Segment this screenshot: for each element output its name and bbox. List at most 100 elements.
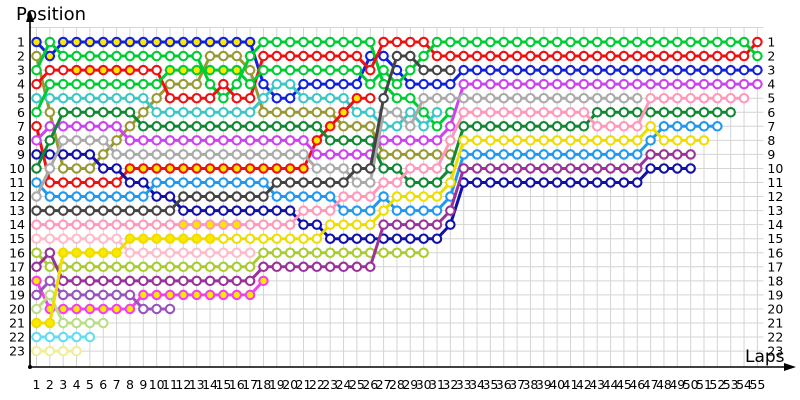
series-car-red-start4 (31, 36, 763, 104)
lap-marker (458, 92, 469, 104)
lap-marker (244, 135, 256, 146)
lap-marker (672, 163, 683, 174)
lap-marker (725, 92, 736, 104)
lap-marker (431, 233, 443, 244)
lap-marker (324, 163, 336, 174)
lap-marker (258, 191, 269, 202)
lap-marker (231, 92, 243, 104)
lap-marker (111, 64, 122, 76)
x-tick: 33 (456, 377, 472, 392)
lap-marker (124, 135, 136, 146)
lap-marker (418, 247, 429, 259)
lap-marker (298, 177, 309, 188)
lap-marker (271, 92, 283, 104)
lap-marker (31, 331, 42, 343)
lap-marker (391, 247, 403, 259)
y-tick-right: 6 (767, 105, 775, 120)
lap-marker (258, 163, 269, 174)
lap-marker (311, 177, 323, 188)
lap-marker (124, 64, 136, 76)
lap-marker (324, 205, 336, 216)
lap-marker (178, 261, 189, 273)
lap-marker (578, 149, 590, 160)
lap-marker (431, 36, 443, 48)
lap-marker (98, 303, 109, 315)
lap-marker (98, 247, 109, 259)
lap-marker (618, 177, 630, 188)
lap-marker (151, 121, 162, 132)
lap-marker (84, 303, 96, 315)
lap-marker (752, 50, 763, 62)
lap-marker (498, 149, 509, 160)
lap-marker (511, 78, 523, 90)
lap-marker (44, 205, 56, 216)
lap-marker (111, 163, 122, 174)
lap-marker (138, 64, 149, 76)
lap-marker (338, 50, 349, 62)
y-tick-left: 17 (9, 259, 25, 274)
lap-marker (124, 247, 136, 259)
lap-marker (178, 191, 189, 202)
lap-marker (511, 36, 523, 48)
lap-marker (244, 289, 256, 301)
lap-marker (178, 247, 189, 259)
lap-marker (338, 191, 349, 202)
lap-marker (511, 177, 523, 188)
lap-marker (164, 205, 176, 216)
lap-marker (324, 219, 336, 230)
lap-marker (284, 107, 296, 118)
lap-marker (551, 36, 563, 48)
lap-marker (84, 121, 96, 132)
lap-marker (405, 135, 416, 146)
lap-marker (284, 163, 296, 174)
lap-marker (511, 163, 523, 174)
lap-marker (338, 261, 349, 273)
lap-marker (698, 36, 710, 48)
lap-marker (84, 135, 96, 146)
lap-marker (418, 149, 429, 160)
lap-marker (391, 135, 403, 146)
lap-marker (485, 92, 496, 104)
lap-marker (284, 135, 296, 146)
lap-marker (271, 64, 283, 76)
lap-marker (151, 233, 162, 244)
x-tick: 46 (629, 377, 645, 392)
lap-marker (431, 191, 443, 202)
y-tick-right: 19 (767, 287, 783, 302)
lap-marker (298, 163, 309, 174)
lap-marker (405, 219, 416, 230)
lap-marker (191, 289, 202, 301)
lap-marker (685, 163, 696, 174)
lap-marker (111, 50, 122, 62)
lap-marker (685, 149, 696, 160)
lap-marker (591, 149, 603, 160)
lap-marker (98, 275, 109, 287)
lap-marker (204, 92, 216, 104)
lap-marker (645, 107, 656, 118)
lap-marker (124, 275, 136, 287)
y-tick-right: 10 (767, 161, 783, 176)
series-car-magenta-start18 (31, 275, 269, 315)
lap-marker (565, 92, 576, 104)
lap-marker (485, 64, 496, 76)
lap-marker (138, 78, 149, 90)
lap-marker (164, 247, 176, 259)
series-car-magenta-start8 (31, 78, 763, 160)
lap-marker (498, 107, 509, 118)
lap-marker (658, 163, 670, 174)
lap-marker (752, 78, 763, 90)
lap-marker (191, 275, 202, 287)
lap-marker (591, 107, 603, 118)
y-tick-left: 20 (9, 301, 25, 316)
lap-marker (551, 149, 563, 160)
lap-marker (618, 78, 630, 90)
lap-marker (57, 36, 69, 48)
y-tick-right: 22 (767, 330, 783, 345)
lap-marker (124, 50, 136, 62)
lap-marker (84, 50, 96, 62)
lap-marker (84, 107, 96, 118)
lap-marker (258, 107, 269, 118)
lap-marker (124, 261, 136, 273)
lap-marker (231, 247, 243, 259)
lap-marker (57, 64, 69, 76)
